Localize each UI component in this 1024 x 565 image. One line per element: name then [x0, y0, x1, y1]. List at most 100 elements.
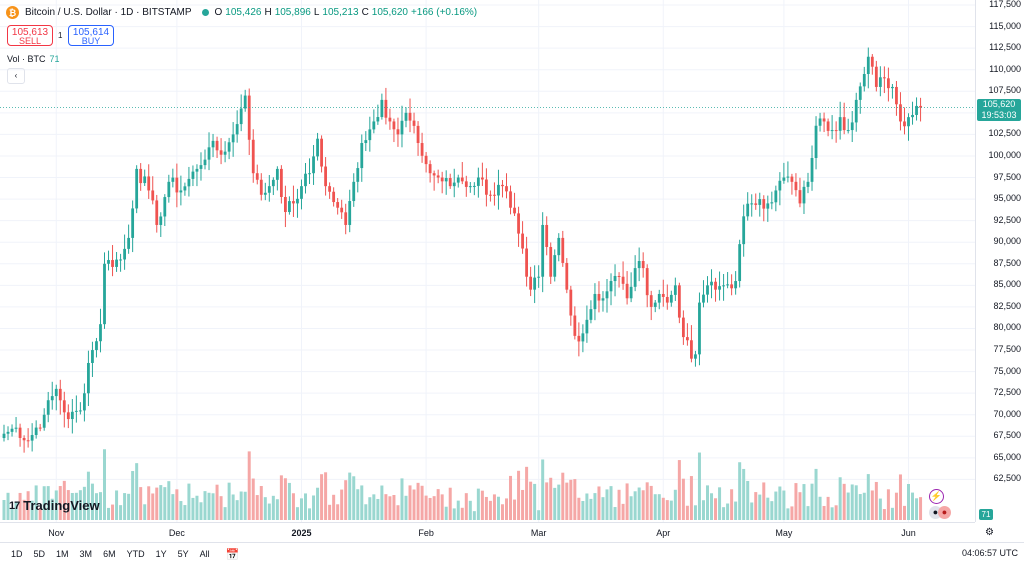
candle [247, 88, 251, 156]
range-button-3m[interactable]: 3M [79, 549, 93, 559]
candle [412, 112, 416, 134]
time-axis[interactable]: Nov Dec 2025 Feb Mar Apr May Jun [0, 522, 975, 543]
candle-body [356, 168, 360, 182]
range-button-1d[interactable]: 1D [11, 549, 23, 559]
candle [380, 93, 384, 120]
candle-body [62, 400, 66, 413]
candle [621, 261, 625, 290]
candle [452, 168, 456, 198]
volume-bar [98, 492, 102, 520]
candle-body [119, 259, 122, 261]
symbol-title[interactable]: Bitcoin / U.S. Dollar · 1D · BITSTAMP [25, 7, 192, 18]
volume-bar [388, 496, 392, 520]
volume-bar [649, 485, 653, 520]
candle-body [247, 95, 251, 140]
volume-legend[interactable]: Vol · BTC 71 [7, 54, 60, 64]
volume-bar [561, 472, 565, 520]
candle [26, 428, 30, 448]
price-axis[interactable]: 117,500115,000112,500110,000107,500105,0… [975, 0, 1024, 522]
candle [183, 182, 187, 196]
volume-bar [834, 505, 838, 520]
volume-bar [243, 491, 247, 520]
sell-button[interactable]: 105,613 SELL [7, 25, 53, 46]
candle-body [255, 173, 259, 180]
volume-bar [215, 484, 219, 520]
candle [589, 300, 593, 324]
volume-bar [476, 488, 480, 520]
collapse-legend-icon[interactable]: ‹ [7, 68, 25, 84]
candle [207, 132, 211, 171]
us-flag-icon-2[interactable]: ● [938, 506, 951, 519]
candle [613, 264, 617, 297]
candle [798, 177, 802, 208]
candle [103, 252, 106, 329]
range-button-1y[interactable]: 1Y [155, 549, 167, 559]
volume-bar [424, 495, 428, 520]
candle [368, 116, 372, 152]
candle [907, 113, 910, 141]
volume-bar [263, 497, 267, 520]
candle-body [400, 120, 404, 135]
volume-bar [810, 483, 814, 520]
candle [243, 89, 247, 112]
volume-bar [376, 498, 380, 520]
calendar-icon[interactable]: 📅 [225, 548, 240, 561]
volume-bar [870, 490, 874, 520]
candle-body [577, 335, 581, 342]
event-icon[interactable]: ⚡ [929, 489, 944, 504]
volume-bar [573, 479, 577, 520]
y-tick-label: 65,000 [993, 451, 1021, 462]
range-button-all[interactable]: All [199, 549, 210, 559]
volume-bar [862, 492, 866, 520]
candle-body [895, 86, 898, 105]
candle-body [621, 276, 625, 284]
volume-bar [34, 485, 38, 520]
candlesticks [2, 47, 922, 453]
volume-bar [42, 486, 46, 520]
candle-body [750, 203, 754, 205]
candle-body [854, 99, 858, 123]
clock[interactable]: 04:06:57 UTC [961, 548, 1018, 558]
volume-bar [175, 489, 179, 520]
candle [235, 110, 239, 143]
candle [279, 165, 283, 204]
price-chart[interactable] [0, 0, 975, 522]
candle [42, 408, 46, 431]
volume-bar [167, 481, 171, 520]
candle-body [18, 427, 22, 438]
candle-body [629, 286, 633, 299]
gear-icon[interactable]: ⚙ [985, 527, 994, 538]
buy-button[interactable]: 105,614 BUY [68, 25, 114, 46]
range-button-6m[interactable]: 6M [103, 549, 116, 559]
volume-bar [360, 485, 364, 520]
candle-body [167, 181, 171, 198]
volume-bar [585, 493, 589, 520]
range-button-5y[interactable]: 5Y [177, 549, 189, 559]
tradingview-logo[interactable]: 17 TradingView [9, 498, 100, 513]
range-button-5d[interactable]: 5D [33, 549, 46, 559]
y-tick-label: 117,500 [989, 0, 1021, 9]
range-button-1m[interactable]: 1M [56, 549, 69, 559]
volume-bar [324, 472, 328, 520]
candle-body [501, 184, 504, 187]
candle [328, 182, 332, 199]
range-button-ytd[interactable]: YTD [126, 549, 145, 559]
volume-bar [456, 500, 460, 520]
candle [428, 160, 432, 183]
volume-bar [348, 472, 352, 520]
candle-body [698, 302, 701, 355]
candle [54, 384, 58, 411]
candle-body [46, 400, 50, 415]
candle-body [340, 207, 344, 213]
candle-body [70, 411, 74, 420]
candle-body [657, 293, 661, 303]
y-tick-label: 107,500 [988, 85, 1021, 96]
candle-body [553, 255, 557, 277]
candle [505, 173, 508, 199]
volume-bar [420, 485, 424, 520]
candle [376, 104, 380, 125]
volume-bar [380, 485, 384, 520]
volume-bar [669, 500, 673, 520]
volume-bar [436, 489, 440, 520]
volume-bar [609, 486, 613, 520]
